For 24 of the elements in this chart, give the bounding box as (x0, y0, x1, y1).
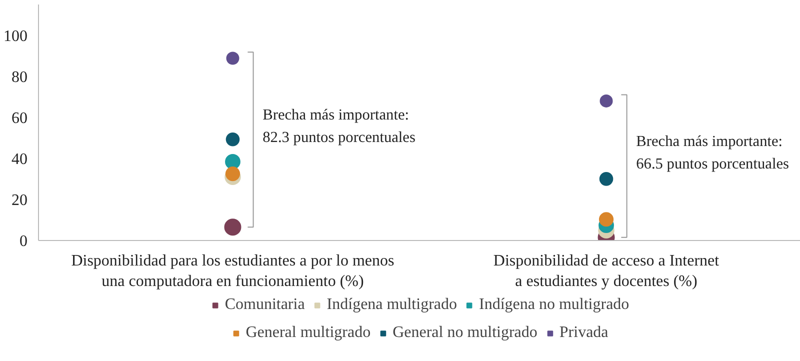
point (598, 212, 614, 227)
annotation: Brecha más importante: 82.3 puntos porcentuales (262, 106, 416, 146)
point (600, 94, 613, 108)
legend-label: Comunitaria (224, 296, 305, 314)
legend-label: General multigrado (246, 324, 371, 342)
point (226, 52, 240, 65)
legend-label: General no multigrado (392, 324, 538, 342)
legend-label: Indígena multigrado (326, 296, 457, 314)
legend-label: Privada (559, 324, 608, 342)
x-tick-label: Disponibilidad de acceso a Internet a estudiantes y docentes (%) (493, 252, 720, 290)
y-tick-label: 0 (20, 233, 28, 250)
legend-label: Indígena no multigrado (478, 296, 630, 314)
y-tick-label: 100 (4, 28, 28, 45)
x-tick-label: Disponibilidad para los estudiantes a por lo menos una computadora en funcionamiento (%) (71, 252, 394, 290)
point (599, 172, 614, 186)
y-tick-label: 20 (12, 192, 28, 209)
y-tick-label: 40 (12, 150, 28, 168)
point (225, 154, 240, 170)
y-tick-label: 60 (12, 110, 28, 127)
annotation: Brecha más importante: 66.5 puntos porcentuales (636, 133, 790, 172)
y-tick-label: 80 (12, 68, 28, 86)
point (224, 218, 242, 236)
point (226, 132, 240, 146)
point (225, 166, 240, 182)
